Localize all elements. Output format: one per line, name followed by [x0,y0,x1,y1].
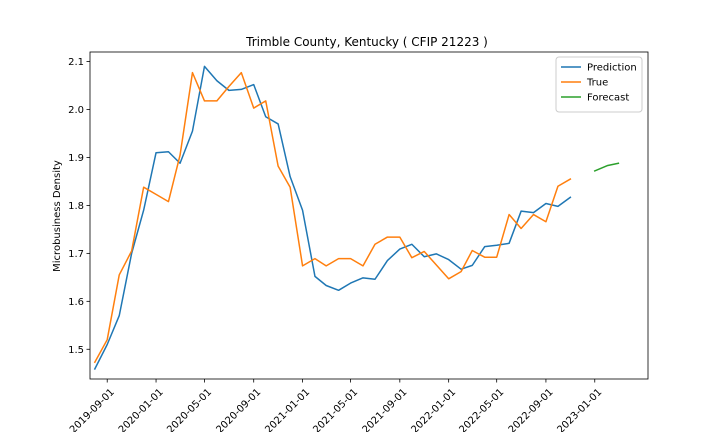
series-line-forecast [593,162,620,172]
y-axis-label: Microbusiness Density [52,160,63,272]
legend-box [555,56,643,113]
legend-label-prediction: Prediction [587,63,637,74]
y-axis-ticks: 1.5 1.6 1.7 1.8 1.9 2.0 2.1 [68,57,90,356]
chart-title: Trimble County, Kentucky ( CFIP 21223 ) [245,35,488,49]
y-tick-label: 2.0 [68,105,84,116]
y-tick-label: 1.9 [68,153,84,164]
plot-lines [93,65,620,370]
legend: Prediction True Forecast [555,56,643,113]
plot-frame [89,51,649,380]
legend-label-true: True [586,78,608,89]
y-tick-label: 1.8 [68,201,84,212]
legend-label-forecast: Forecast [587,93,629,104]
y-tick-label: 2.1 [68,57,84,68]
series-line-true [93,71,572,364]
series-line-prediction [93,65,572,370]
y-tick-label: 1.7 [68,249,84,260]
y-tick-label: 1.5 [68,345,84,356]
y-tick-label: 1.6 [68,297,84,308]
